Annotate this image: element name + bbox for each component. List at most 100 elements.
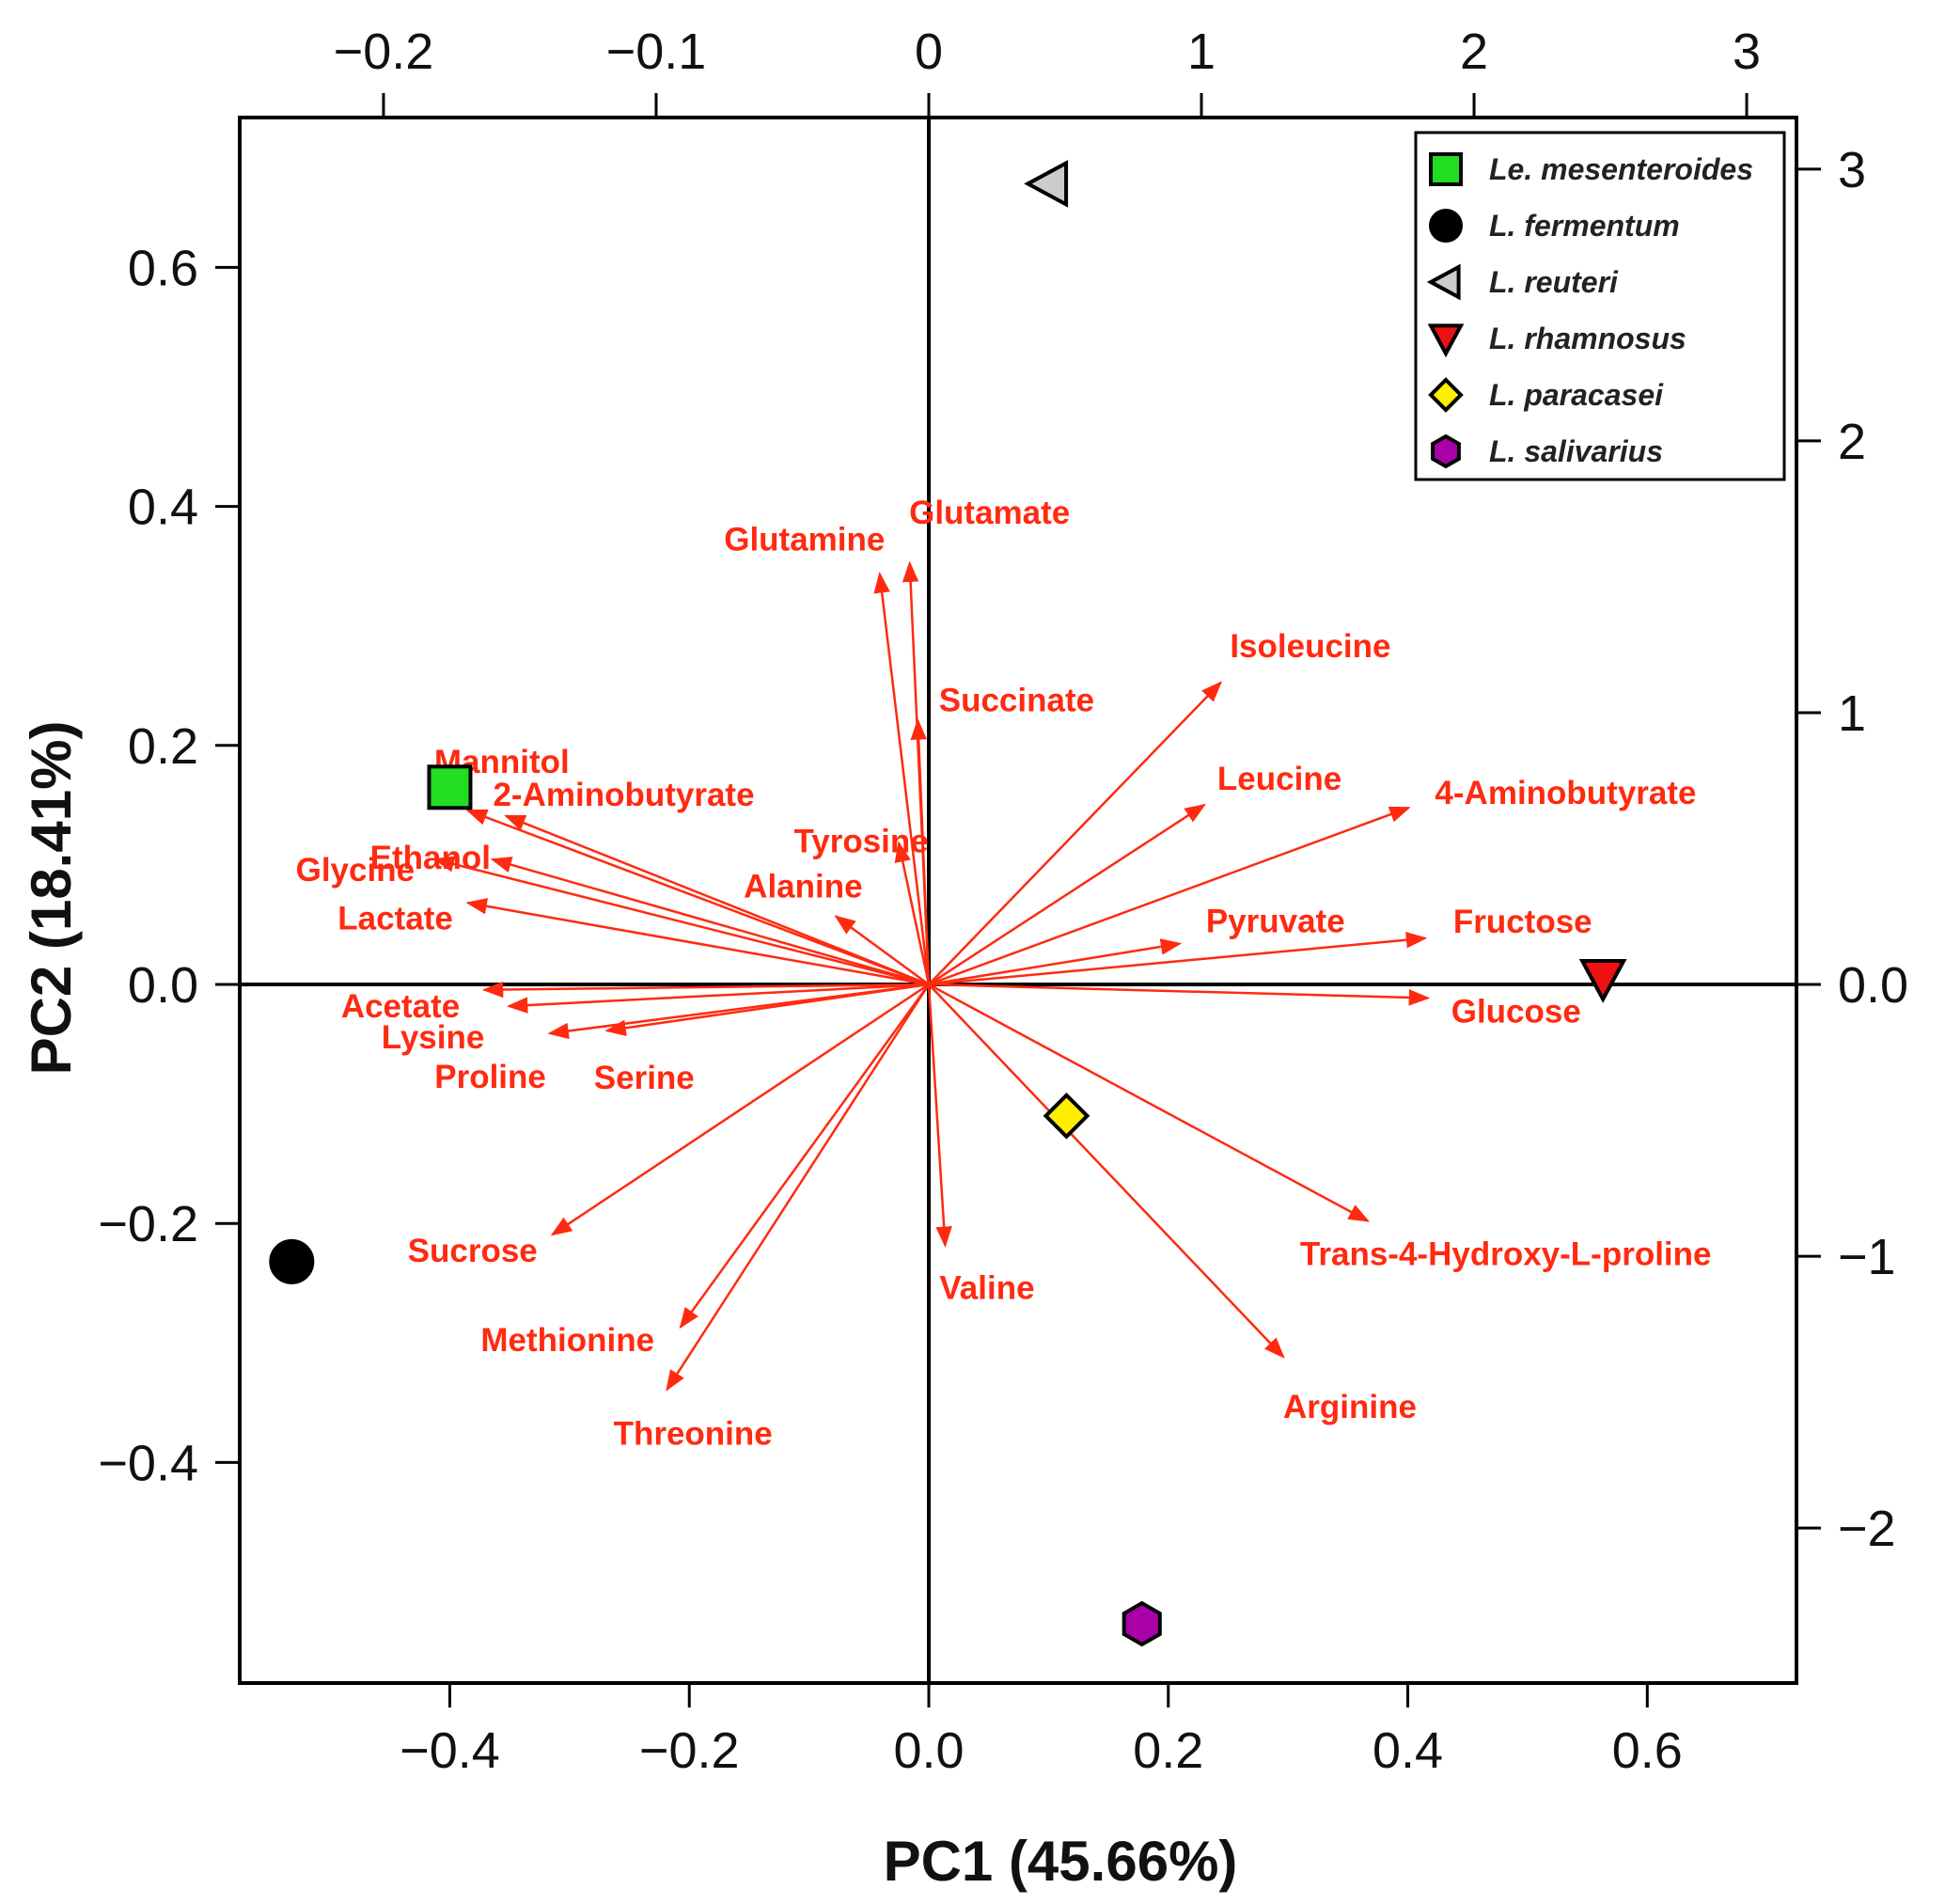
loading-arrow — [873, 572, 931, 985]
top-tick-label: 0 — [915, 24, 943, 80]
loading-arrow — [465, 898, 930, 986]
legend-marker — [1428, 377, 1464, 413]
legend-label: L. fermentum — [1489, 209, 1680, 243]
left-tick-label: 0.6 — [128, 240, 198, 296]
bottom-tick-label: −0.4 — [400, 1723, 500, 1779]
score-point — [427, 764, 473, 810]
score-point — [269, 1238, 315, 1284]
loading-arrow — [679, 983, 931, 1330]
legend-marker — [1426, 263, 1461, 301]
loading-label: Arginine — [1283, 1389, 1417, 1425]
legend-label: L. reuteri — [1489, 265, 1619, 299]
loading-label: Ethanol — [370, 840, 491, 876]
loading-label: Serine — [594, 1060, 695, 1096]
loading-label: Glutamine — [724, 522, 885, 559]
loading-arrow — [490, 857, 930, 986]
top-tick-label: −0.1 — [606, 24, 707, 80]
axis-ticks: −0.4 −0.2 0.0 0.2 0.4 0.6 −0.4 −0.2 0.0 0.2 0.4 0.6… — [98, 24, 1908, 1779]
score-point — [1122, 1600, 1162, 1647]
loading-arrow — [928, 806, 1411, 986]
loading-arrow — [465, 809, 930, 986]
score-point — [1024, 160, 1069, 208]
left-tick-label: 0.0 — [128, 957, 198, 1014]
legend-label: Le. mesenteroides — [1489, 152, 1753, 186]
legend-marker — [1427, 323, 1465, 358]
loading-arrow — [927, 983, 952, 1248]
legend-label: L. paracasei — [1489, 378, 1664, 412]
legend-marker — [1429, 209, 1463, 243]
loading-arrow — [834, 915, 930, 986]
loading-arrow — [928, 983, 1371, 1222]
x-axis-title: PC1 (45.66%) — [884, 1830, 1238, 1893]
loading-label: Threonine — [614, 1416, 773, 1453]
legend: Le. mesenteroides L. fermentum L. reuteri L… — [1414, 131, 1786, 481]
top-tick-label: −0.2 — [334, 24, 434, 80]
plot-frame — [238, 116, 1798, 1685]
legend-label: L. salivarius — [1489, 434, 1663, 468]
loading-label: Succinate — [939, 683, 1094, 719]
legend-box — [1414, 131, 1786, 481]
score-points — [269, 160, 1627, 1647]
loading-arrow — [910, 718, 931, 985]
loading-label: Proline — [434, 1059, 546, 1095]
legend-marker — [1429, 152, 1463, 186]
loading-label: 4-Aminobutyrate — [1435, 775, 1696, 811]
loading-arrow — [604, 983, 930, 1036]
loading-label: Leucine — [1217, 761, 1341, 797]
loading-arrow — [432, 856, 930, 986]
loading-label: Trans-4-Hydroxy-L-proline — [1300, 1235, 1712, 1272]
bottom-tick-label: 0.2 — [1133, 1723, 1203, 1779]
top-tick-label: 1 — [1187, 24, 1216, 80]
loading-label: Glutamate — [909, 495, 1070, 531]
top-tick-label: 3 — [1733, 24, 1761, 80]
loading-arrow — [481, 981, 930, 999]
loading-label: Sucrose — [408, 1233, 538, 1269]
left-tick-label: 0.2 — [128, 718, 198, 775]
right-tick-label: −2 — [1838, 1501, 1896, 1557]
loading-label: Valine — [939, 1270, 1034, 1307]
loading-arrow — [504, 814, 930, 986]
loading-label: Lactate — [337, 900, 453, 936]
loading-arrow — [506, 983, 930, 1014]
loading-label: Lysine — [382, 1019, 485, 1056]
left-tick-label: −0.2 — [98, 1196, 198, 1252]
loading-label: Glycine — [296, 852, 415, 889]
score-point — [1578, 958, 1627, 1003]
right-tick-label: 3 — [1838, 142, 1866, 198]
bottom-tick-label: 0.6 — [1612, 1723, 1683, 1779]
right-tick-label: 1 — [1838, 685, 1866, 742]
score-point — [1043, 1092, 1090, 1140]
y-axis-title: PC2 (18.41%) — [20, 721, 83, 1076]
legend-entries: Le. mesenteroides L. fermentum L. reuteri L… — [1426, 152, 1753, 469]
top-tick-label: 2 — [1460, 24, 1488, 80]
loading-arrow — [928, 681, 1223, 985]
loading-label: Glucose — [1451, 993, 1581, 1030]
right-tick-label: 2 — [1838, 414, 1866, 470]
loading-arrow — [928, 983, 1431, 1006]
left-tick-label: −0.4 — [98, 1435, 198, 1491]
loading-label: Isoleucine — [1230, 628, 1390, 665]
loading-arrow — [928, 803, 1207, 986]
right-tick-label: 0.0 — [1838, 957, 1908, 1014]
loading-label: Acetate — [341, 988, 460, 1025]
loading-label: Fructose — [1453, 904, 1592, 940]
loading-label: Alanine — [744, 869, 862, 905]
loading-label: Pyruvate — [1206, 904, 1345, 940]
bottom-tick-label: 0.0 — [893, 1723, 964, 1779]
legend-label: L. rhamnosus — [1489, 322, 1686, 355]
loading-arrow — [928, 932, 1428, 986]
loading-label: 2-Aminobutyrate — [493, 777, 754, 813]
loading-vectors: Glutamine Glutamate Succinate Tyrosine Alani… — [296, 495, 1712, 1453]
loading-label: Methionine — [480, 1322, 654, 1359]
legend-marker — [1431, 433, 1461, 469]
loading-label: Tyrosine — [793, 824, 928, 860]
loading-arrow — [928, 938, 1183, 986]
bottom-tick-label: −0.2 — [639, 1723, 740, 1779]
loading-arrow — [666, 983, 931, 1392]
left-tick-label: 0.4 — [128, 480, 198, 536]
loading-arrow — [894, 841, 931, 985]
right-tick-label: −1 — [1838, 1229, 1896, 1285]
loading-arrow — [928, 983, 1285, 1359]
loading-arrow — [550, 983, 930, 1236]
